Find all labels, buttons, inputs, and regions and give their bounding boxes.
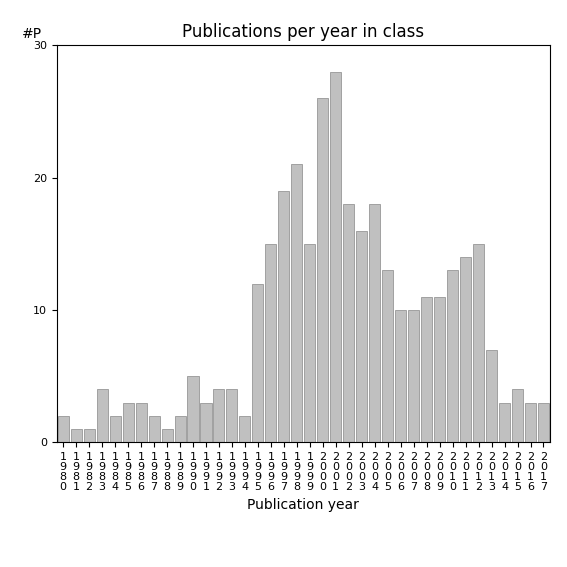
- Bar: [408, 310, 419, 442]
- Bar: [58, 416, 69, 442]
- Bar: [149, 416, 159, 442]
- Bar: [71, 429, 82, 442]
- Bar: [525, 403, 536, 442]
- Bar: [239, 416, 251, 442]
- Bar: [331, 72, 341, 442]
- Bar: [486, 350, 497, 442]
- Bar: [304, 244, 315, 442]
- Bar: [252, 284, 264, 442]
- Bar: [122, 403, 134, 442]
- Bar: [369, 204, 380, 442]
- Bar: [447, 270, 458, 442]
- Bar: [175, 416, 185, 442]
- Bar: [96, 390, 108, 442]
- Bar: [538, 403, 549, 442]
- Bar: [136, 403, 147, 442]
- Bar: [278, 191, 289, 442]
- Bar: [265, 244, 276, 442]
- Bar: [343, 204, 354, 442]
- Bar: [356, 231, 367, 442]
- Bar: [226, 390, 238, 442]
- Bar: [473, 244, 484, 442]
- Bar: [460, 257, 471, 442]
- Bar: [84, 429, 95, 442]
- Bar: [162, 429, 172, 442]
- Bar: [395, 310, 406, 442]
- Title: Publications per year in class: Publications per year in class: [182, 23, 425, 41]
- Bar: [421, 297, 432, 442]
- Bar: [109, 416, 121, 442]
- Bar: [512, 390, 523, 442]
- Bar: [382, 270, 393, 442]
- Bar: [291, 164, 302, 442]
- Bar: [188, 376, 198, 442]
- Text: #P: #P: [22, 27, 43, 41]
- Bar: [201, 403, 211, 442]
- Bar: [434, 297, 445, 442]
- Bar: [499, 403, 510, 442]
- Bar: [318, 98, 328, 442]
- X-axis label: Publication year: Publication year: [247, 497, 359, 511]
- Bar: [213, 390, 225, 442]
